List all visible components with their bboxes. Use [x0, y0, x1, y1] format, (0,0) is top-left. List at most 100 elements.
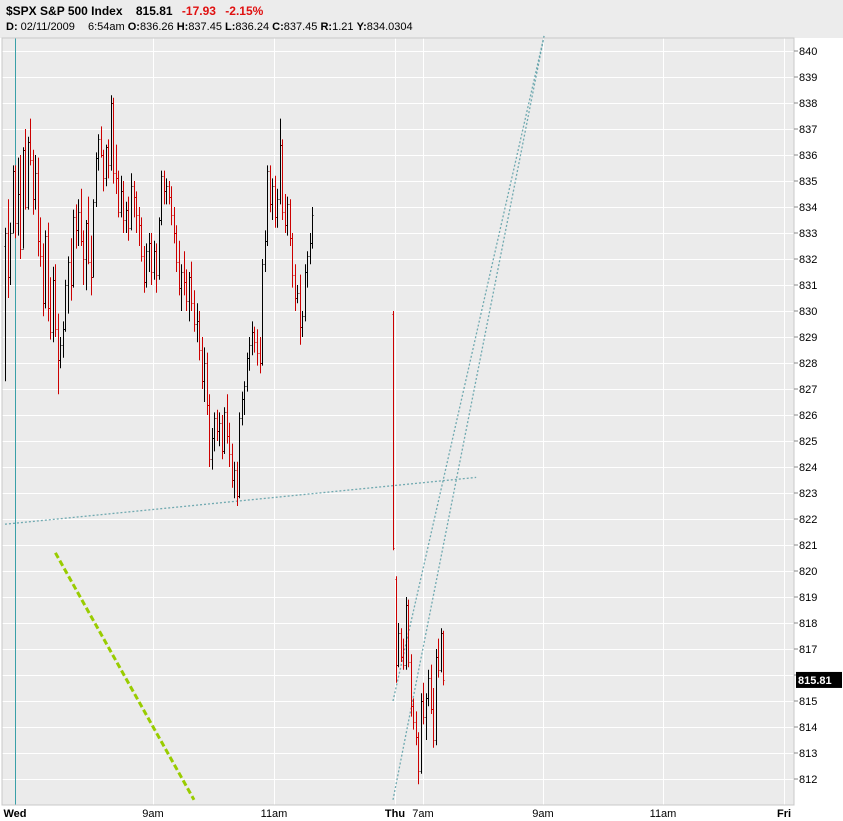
last-price-badge-label: 815.81 — [798, 675, 832, 687]
ohlc-bar — [400, 628, 403, 662]
ohlc-bar — [4, 227, 7, 382]
ohlc-bar — [435, 649, 438, 746]
x-tick-label: 9am — [142, 808, 163, 820]
ohlc-bar — [422, 682, 425, 725]
ohlc-bar — [105, 144, 108, 187]
ohlc-bar — [261, 259, 264, 366]
ohlc-bar — [34, 155, 37, 210]
ohlc-bar — [150, 233, 153, 285]
x-tick-label: 7am — [412, 808, 433, 820]
ohlc-bar — [405, 597, 408, 670]
ohlc-bar — [203, 347, 206, 402]
ohlc-bar — [213, 412, 216, 452]
ohlc-bar — [135, 191, 138, 233]
ohlc-bar — [175, 225, 178, 272]
x-axis: Wed 9am 11am Thu 7am 9am 11am Fri — [3, 808, 791, 820]
y-tick-label: 817 — [799, 644, 817, 656]
y-tick-label: 826 — [799, 410, 817, 422]
ohlc-bar — [410, 654, 413, 717]
ohlc-bar — [168, 181, 171, 205]
ohlc-bar — [29, 118, 32, 166]
chart-header: $SPX S&P 500 Index 815.81 -17.93 -2.15% … — [0, 0, 843, 38]
ohlc-bar — [309, 233, 312, 265]
green-trendline[interactable] — [54, 552, 196, 801]
dotted-trendline[interactable] — [392, 35, 545, 800]
ohlc-bar — [402, 638, 405, 670]
ohlc-bar — [420, 693, 423, 774]
y-value: 834.0304 — [366, 21, 413, 33]
ohlc-bar — [100, 126, 103, 158]
trendlines[interactable] — [4, 35, 545, 801]
y-tick-label: 812 — [799, 774, 817, 786]
ohlc-bar — [117, 170, 120, 218]
open-value: 836.26 — [139, 21, 174, 33]
ohlc-bar — [236, 461, 239, 506]
y-tick-label: 835 — [799, 176, 817, 188]
ohlc-bar — [238, 412, 241, 499]
ohlc-bar — [17, 157, 20, 236]
ohlc-bar — [188, 272, 191, 322]
ohlc-bar — [85, 220, 88, 291]
ohlc-bar — [198, 311, 201, 361]
x-tick-label: Fri — [777, 808, 791, 820]
ohlc-bar — [95, 152, 98, 207]
ohlc-bar — [59, 337, 62, 369]
ohlc-bar — [80, 188, 83, 246]
ohlc-bar — [430, 664, 433, 714]
ohlc-bar — [281, 139, 284, 220]
ohlc-bar — [122, 181, 125, 233]
last-price-badge: 815.81 — [796, 671, 842, 688]
x-tick-label: Wed — [3, 808, 26, 820]
ohlc-bar — [211, 428, 214, 470]
ohlc-bar — [196, 303, 199, 343]
plot-area[interactable] — [2, 38, 794, 805]
ohlc-bar — [183, 251, 186, 296]
ohlc-bar — [178, 240, 181, 296]
ohlc-bar — [64, 279, 67, 332]
ohlc-bar — [70, 238, 73, 301]
ohlc-bar — [130, 173, 133, 231]
ohlc-bar — [256, 329, 259, 366]
low-value: 836.24 — [235, 21, 270, 33]
price-change-pct: -2.15% — [225, 4, 264, 18]
ohlc-bar — [67, 256, 70, 314]
ohlc-bar — [57, 313, 60, 395]
ohlc-bar — [253, 326, 256, 353]
y-tick-label: 839 — [799, 72, 817, 84]
y-tick-label: 823 — [799, 488, 817, 500]
ohlc-bar — [226, 394, 229, 444]
dotted-trendline[interactable] — [392, 35, 545, 702]
ohlc-bar — [241, 391, 244, 426]
ohlc-bar — [228, 422, 231, 467]
ohlc-bar — [417, 732, 420, 785]
ohlc-bar — [276, 188, 279, 228]
dotted-trendline[interactable] — [4, 476, 477, 525]
ohlc-bar — [127, 196, 130, 241]
y-tick-label: 827 — [799, 384, 817, 396]
y-tick-label: 819 — [799, 592, 817, 604]
x-tick-label: 9am — [532, 808, 553, 820]
y-tick-label: 840 — [799, 46, 817, 58]
ohlc-bar — [158, 217, 161, 280]
crosshair-readout: D: 02/11/2009 6:54am O:836.26 H:837.45 L… — [6, 21, 413, 33]
ohlc-bar — [110, 95, 113, 171]
ohlc-bar — [248, 337, 251, 371]
ohlc-bar — [442, 630, 445, 686]
ohlc-bar — [264, 230, 267, 272]
ohlc-bar — [32, 149, 35, 215]
plot-border — [1, 37, 795, 806]
ohlc-bar — [246, 352, 249, 392]
y-tick-label: 830 — [799, 306, 817, 318]
ohlc-bar — [223, 407, 226, 454]
ohlc-bar — [299, 274, 302, 345]
y-tick-label: 815 — [799, 696, 817, 708]
ohlc-bar — [397, 623, 400, 668]
y-tick-label: 824 — [799, 462, 817, 474]
ohlc-bar — [145, 243, 148, 288]
ohlc-bar — [269, 165, 272, 213]
ohlc-bar — [115, 144, 118, 194]
ohlc-bar — [75, 204, 78, 249]
ohlc-bar — [9, 222, 12, 285]
ohlc-bar — [62, 321, 65, 358]
